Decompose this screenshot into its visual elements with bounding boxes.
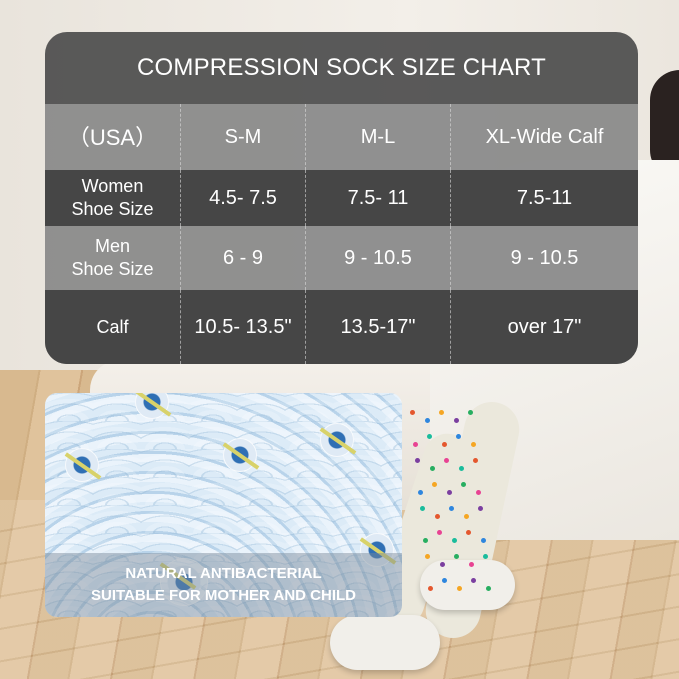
cell: 4.5- 7.5 [180,170,305,226]
sock-dot [463,514,469,519]
sock-dot [453,418,459,423]
sock-dot [483,554,488,559]
label-line: Women [81,176,144,196]
header-size-sm: S-M [180,104,305,170]
sock-dot [454,554,459,559]
sock-dot [461,482,466,487]
cell: 6 - 9 [180,226,305,290]
sock-dot [480,538,486,543]
sock-dot [410,410,415,415]
table-row-calf: Calf 10.5- 13.5" 13.5-17" over 17" [45,290,638,364]
antibacterial-germ-icon [320,423,354,457]
header-size-ml: M-L [305,104,450,170]
sock-dot [437,530,442,535]
sock-dot [429,466,435,471]
sock-dot [449,506,454,511]
antibacterial-germ-icon [65,448,99,482]
sock-dot [468,410,473,415]
sock-dot [427,586,433,591]
header-size-xl: XL-Wide Calf [450,104,638,170]
cell: 7.5-11 [450,170,638,226]
sock-dot [425,554,430,559]
cell: 9 - 10.5 [450,226,638,290]
caption-line-2: SUITABLE FOR MOTHER AND CHILD [91,587,356,604]
label-line: Shoe Size [71,199,154,219]
cell: 9 - 10.5 [305,226,450,290]
sock-dot [441,442,447,447]
sock-dot [485,586,491,591]
sock-dot [432,482,437,487]
header-region: （USA） [67,124,158,150]
antibacterial-germ-icon [160,558,208,606]
sock-dot [442,578,447,583]
sock-dot [478,506,483,511]
sock-dot [475,490,481,495]
row-label: Men Shoe Size [45,226,180,290]
sock-dot [434,514,440,519]
sock-dot [412,442,418,447]
antibacterial-germ-icon [223,438,257,472]
sock-dot [470,442,476,447]
caption-line-1: NATURAL ANTIBACTERIAL [125,565,322,582]
sock-dot [456,434,461,439]
antibacterial-germ-icon [135,393,169,419]
sock-dot [427,434,432,439]
slipper-right [420,560,515,610]
sock-dot [444,458,449,463]
cell: 13.5-17" [305,290,450,364]
antibacterial-germ-icon [360,533,394,567]
sock-dot [466,530,471,535]
sock-dot [468,562,474,567]
chart-title: COMPRESSION SOCK SIZE CHART [136,54,547,81]
header-row: （USA） S-M M-L XL-Wide Calf [45,104,638,170]
sock-dot [439,410,444,415]
cell: over 17" [450,290,638,364]
sock-dot [451,538,457,543]
label-line: Men [94,236,130,256]
cell: 10.5- 13.5" [180,290,305,364]
antibacterial-fabric-panel: NATURAL ANTIBACTERIAL SUITABLE FOR MOTHE… [45,393,402,617]
promo-caption: NATURAL ANTIBACTERIAL SUITABLE FOR MOTHE… [45,553,402,617]
sock-dot [456,586,462,591]
row-label: Calf [96,316,129,337]
slipper-left [330,615,440,670]
sock-dot [473,458,478,463]
sock-dot [458,466,464,471]
sock-dot [422,538,428,543]
sock-dot [471,578,476,583]
table-row-men: Men Shoe Size 6 - 9 9 - 10.5 9 - 10.5 [45,226,638,290]
sock-dot [439,562,445,567]
label-line: Shoe Size [71,259,154,279]
row-label: Women Shoe Size [45,170,180,226]
sock-dot [417,490,423,495]
cell: 7.5- 11 [305,170,450,226]
sock-dot [415,458,420,463]
size-chart-table: COMPRESSION SOCK SIZE CHART （USA） S-M M-… [45,32,638,364]
sock-dot [424,418,430,423]
sock-dot [420,506,425,511]
sock-dot [446,490,452,495]
table-row-women: Women Shoe Size 4.5- 7.5 7.5- 11 7.5-11 [45,170,638,226]
